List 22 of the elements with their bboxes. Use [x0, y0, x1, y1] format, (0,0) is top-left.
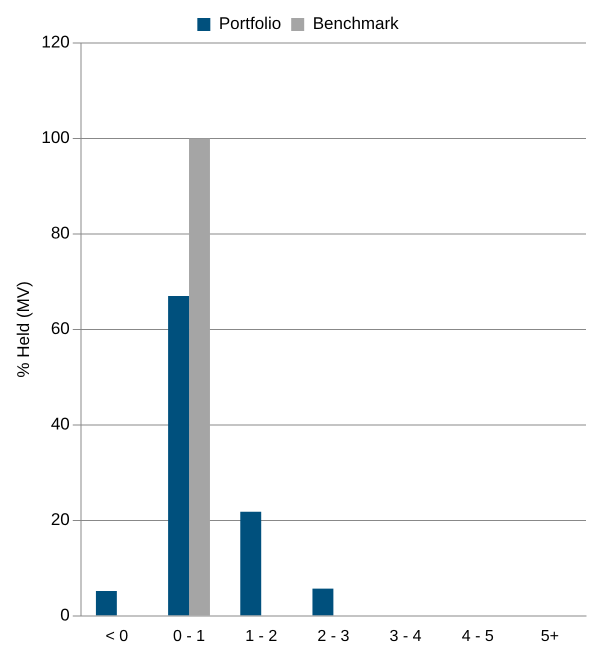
x-tick-label: 5+	[540, 628, 560, 645]
bar	[168, 296, 190, 616]
bar	[240, 512, 262, 616]
x-tick-label: 0 - 1	[173, 628, 206, 645]
x-tick-label: 3 - 4	[390, 628, 422, 645]
legend-label: Portfolio	[218, 14, 282, 34]
y-tick-label: 100	[41, 128, 70, 148]
y-tick-label: 80	[50, 224, 70, 243]
y-tick-label: 120	[41, 32, 70, 52]
x-tick-label: 1 - 2	[245, 628, 278, 645]
bar	[312, 588, 334, 616]
y-tick-label: 0	[60, 605, 70, 624]
y-axis-title: % Held (MV)	[14, 281, 33, 378]
legend-label: Benchmark	[312, 14, 400, 34]
bar	[189, 138, 210, 616]
x-tick-label: < 0	[106, 628, 128, 645]
y-tick-label: 40	[50, 414, 70, 434]
x-tick-label: 4 - 5	[462, 628, 494, 645]
y-tick-label: 20	[50, 510, 70, 530]
y-tick-label: 60	[50, 319, 70, 338]
x-tick-label: 2 - 3	[317, 628, 350, 645]
bar	[96, 590, 117, 616]
